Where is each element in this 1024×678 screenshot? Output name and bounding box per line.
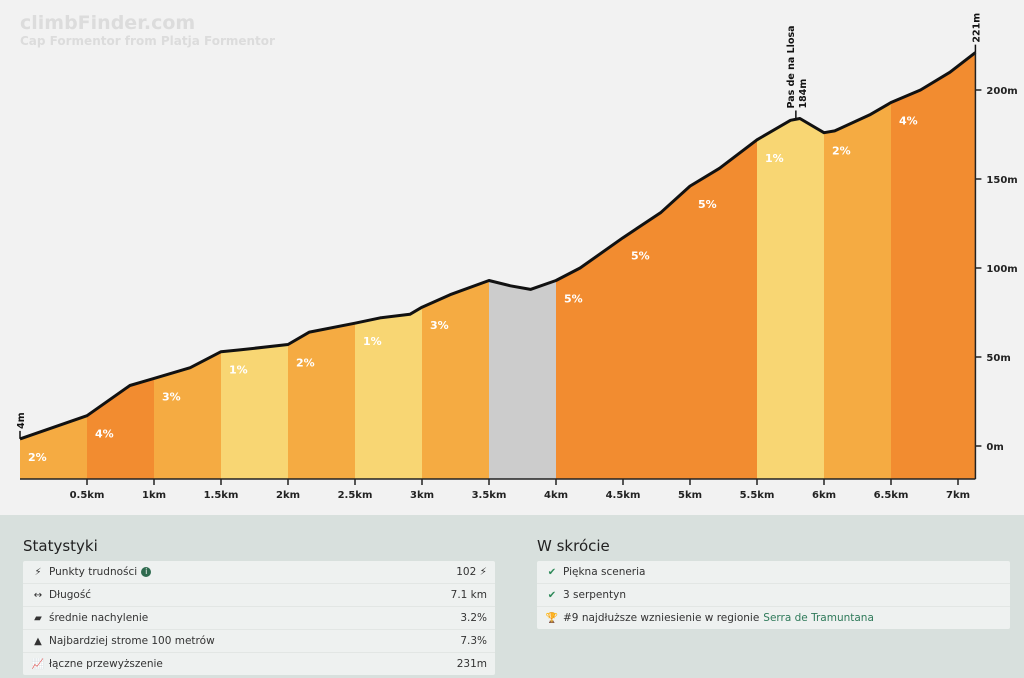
y-tick-label: 150m bbox=[986, 175, 1017, 186]
trophy-icon: 🏆 bbox=[545, 612, 559, 624]
stat-row-avg-gradient: ▰ średnie nachylenie 3.2% bbox=[23, 607, 495, 630]
gradient-segment bbox=[489, 280, 556, 479]
stats-section: Statystyki ⚡ Punkty trudności i 102 ⚡ ↔ … bbox=[23, 537, 495, 675]
annotation-label: 4m bbox=[16, 412, 27, 429]
y-tick-label: 0m bbox=[986, 442, 1003, 453]
y-tick-label: 100m bbox=[986, 264, 1017, 275]
summary-text: 3 serpentyn bbox=[563, 589, 627, 601]
stat-row-length: ↔ Długość 7.1 km bbox=[23, 584, 495, 607]
summary-item: ✔ Piękna sceneria bbox=[537, 561, 1010, 584]
x-tick-label: 3.5km bbox=[472, 490, 507, 501]
stat-value: 231m bbox=[456, 658, 487, 670]
gradient-label: 1% bbox=[229, 364, 248, 377]
stat-row-difficulty: ⚡ Punkty trudności i 102 ⚡ bbox=[23, 561, 495, 584]
stat-label: Punkty trudności bbox=[49, 566, 138, 578]
gradient-label: 3% bbox=[430, 319, 449, 332]
x-tick-label: 1.5km bbox=[204, 490, 239, 501]
summary-item: 🏆 #9 najdłuższe wzniesienie w regionie S… bbox=[537, 607, 1010, 629]
lightning-icon: ⚡ bbox=[34, 566, 42, 578]
check-icon: ✔ bbox=[547, 566, 557, 578]
gradient-segment bbox=[422, 280, 489, 479]
stats-title: Statystyki bbox=[23, 537, 98, 555]
climb-title: Cap Formentor from Platja Formentor bbox=[20, 34, 275, 48]
annotation-elevation: 184m bbox=[798, 79, 809, 109]
gradient-segment bbox=[690, 139, 757, 480]
gradient-segment bbox=[221, 344, 288, 479]
gradient-segment bbox=[20, 415, 87, 479]
annotation-label: 221m bbox=[971, 13, 982, 43]
gradient-segment bbox=[87, 378, 154, 479]
x-tick-label: 0.5km bbox=[70, 490, 105, 501]
stat-row-steepest: ▲ Najbardziej strome 100 metrów 7.3% bbox=[23, 630, 495, 653]
x-tick-label: 4.5km bbox=[606, 490, 641, 501]
stat-value: 102 ⚡ bbox=[456, 566, 487, 578]
gradient-label: 5% bbox=[631, 250, 650, 263]
gradient-segment bbox=[757, 118, 824, 479]
brand-logo[interactable]: climbFinder.com bbox=[20, 12, 196, 34]
gradient-label: 4% bbox=[899, 114, 918, 127]
summary-list: ✔ Piękna sceneria ✔ 3 serpentyn 🏆 #9 naj… bbox=[537, 561, 1010, 629]
elevation-profile-chart: 2% 4% 3% 1% 2% 1% 3% 5% 5% 5% 1% 2% 4% 0.5km 1km 1.5km 2… bbox=[16, 13, 1018, 501]
stat-label: średnie nachylenie bbox=[49, 612, 149, 624]
gradient-label: 1% bbox=[765, 152, 784, 165]
stat-value: 3.2% bbox=[460, 612, 487, 624]
gradient-label: 2% bbox=[296, 357, 315, 370]
gradient-segment bbox=[891, 52, 976, 479]
arrows-horizontal-icon: ↔ bbox=[33, 589, 43, 601]
info-panel: Statystyki ⚡ Punkty trudności i 102 ⚡ ↔ … bbox=[0, 515, 1024, 678]
x-tick-label: 5km bbox=[678, 490, 702, 501]
gradient-label: 2% bbox=[28, 451, 47, 464]
region-link[interactable]: Serra de Tramuntana bbox=[763, 612, 874, 624]
ruler-icon: ▰ bbox=[34, 612, 42, 624]
x-tick-label: 3km bbox=[410, 490, 434, 501]
chart-line-icon: 📈 bbox=[31, 658, 45, 670]
x-tick-label: 2km bbox=[276, 490, 300, 501]
summary-text: #9 najdłuższe wzniesienie w regionie bbox=[563, 612, 760, 624]
warning-icon: ▲ bbox=[34, 635, 42, 647]
gradient-segment bbox=[623, 186, 690, 479]
gradient-segment bbox=[288, 323, 355, 479]
stats-table: ⚡ Punkty trudności i 102 ⚡ ↔ Długość 7.1… bbox=[23, 561, 495, 675]
stat-row-elevation-gain: 📈 łączne przewyższenie 231m bbox=[23, 653, 495, 675]
gradient-label: 3% bbox=[162, 390, 181, 403]
x-tick-label: 7km bbox=[946, 490, 970, 501]
gradient-segment bbox=[824, 102, 891, 479]
y-tick-label: 200m bbox=[986, 86, 1017, 97]
stat-label: łączne przewyższenie bbox=[49, 658, 163, 670]
x-tick-label: 6km bbox=[812, 490, 836, 501]
stat-value: 7.3% bbox=[460, 635, 487, 647]
info-icon[interactable]: i bbox=[141, 567, 152, 577]
gradient-label: 1% bbox=[363, 335, 382, 348]
gradient-segment bbox=[154, 351, 221, 479]
stat-label: Najbardziej strome 100 metrów bbox=[49, 635, 215, 647]
annotation-label: Pas de na Llosa bbox=[786, 25, 797, 108]
stat-label: Długość bbox=[49, 589, 92, 601]
summary-item: ✔ 3 serpentyn bbox=[537, 584, 1010, 607]
y-tick-label: 50m bbox=[986, 353, 1010, 364]
summary-text: Piękna sceneria bbox=[563, 566, 646, 578]
gradient-label: 4% bbox=[95, 428, 114, 441]
summary-section: W skrócie ✔ Piękna sceneria ✔ 3 serpenty… bbox=[537, 537, 1010, 629]
profile-line bbox=[19, 51, 977, 441]
check-icon: ✔ bbox=[547, 589, 557, 601]
summary-title: W skrócie bbox=[537, 537, 610, 555]
x-tick-label: 4km bbox=[544, 490, 568, 501]
stat-value: 7.1 km bbox=[450, 589, 487, 601]
x-tick-label: 2.5km bbox=[338, 490, 373, 501]
x-tick-label: 6.5km bbox=[874, 490, 909, 501]
x-tick-label: 1km bbox=[142, 490, 166, 501]
x-tick-label: 5.5km bbox=[740, 490, 775, 501]
gradient-label: 5% bbox=[564, 292, 583, 305]
gradient-segment bbox=[556, 237, 623, 479]
gradient-label: 2% bbox=[832, 145, 851, 158]
gradient-segment bbox=[355, 307, 422, 479]
gradient-label: 5% bbox=[698, 198, 717, 211]
